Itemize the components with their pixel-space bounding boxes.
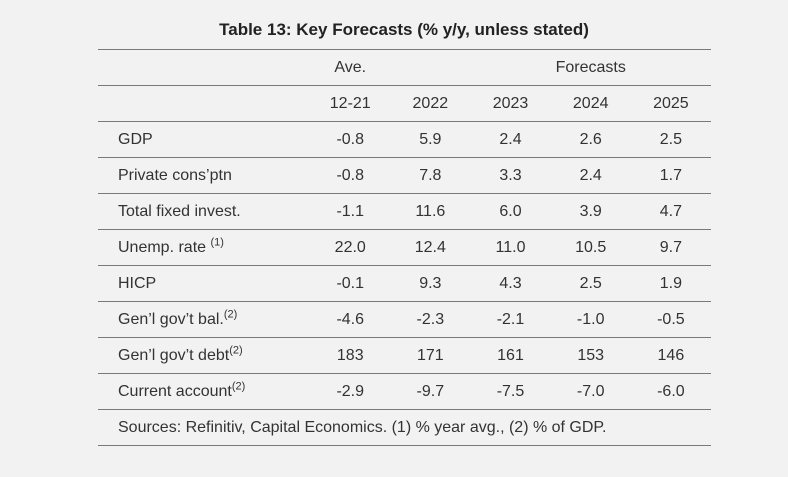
table-cell: -2.9 [310,373,391,410]
row-label-footnote-marker: (2) [229,344,243,357]
table-cell: 2.5 [630,121,711,158]
column-header-empty [98,85,311,122]
table-cell: 4.7 [630,193,711,230]
column-header-row: 12-21 2022 2023 2024 2025 [98,85,711,122]
table-row: GDP -0.8 5.9 2.4 2.6 2.5 [98,121,711,158]
row-label: Current account(2) [98,373,311,410]
table-cell: 161 [470,337,551,374]
footnote-row: Sources: Refinitiv, Capital Economics. (… [98,409,711,446]
table-cell: 2.6 [550,121,631,158]
table-cell: -2.1 [470,301,551,338]
table-cell: 2.5 [550,265,631,302]
table-cell: -7.5 [470,373,551,410]
row-label-footnote-marker: (2) [223,308,238,321]
row-label-text: Current account [118,382,232,400]
table-cell: 4.3 [470,265,551,302]
table-row: Gen’l gov’t bal.(2) -4.6 -2.3 -2.1 -1.0 -0.5 [98,301,711,338]
row-label: Gen’l gov’t debt(2) [98,337,311,374]
table-cell: 1.7 [630,157,711,194]
column-header: 2022 [390,85,471,122]
row-label-text: GDP [118,130,153,148]
table-cell: 3.9 [550,193,631,230]
table-cell: -6.0 [630,373,711,410]
table-row: HICP -0.1 9.3 4.3 2.5 1.9 [98,265,711,302]
table-cell: 2.4 [550,157,631,194]
table-cell: 11.0 [470,229,551,266]
column-header: 12-21 [310,85,391,122]
table-cell: -1.0 [550,301,631,338]
table-cell: -0.1 [310,265,391,302]
group-header-empty [98,49,311,86]
table-cell: 7.8 [390,157,471,194]
group-header-blank [390,49,471,86]
table-row: Private cons’ptn -0.8 7.8 3.3 2.4 1.7 [98,157,711,194]
column-header: 2025 [630,85,711,122]
column-header: 2023 [470,85,551,122]
table-cell: -0.5 [630,301,711,338]
row-label-text: HICP [118,274,157,292]
row-label-text: Total fixed invest. [118,202,241,220]
table-cell: -1.1 [310,193,391,230]
table-row: Gen’l gov’t debt(2) 183 171 161 153 146 [98,337,711,374]
table-row: Current account(2) -2.9 -9.7 -7.5 -7.0 -6.0 [98,373,711,410]
table-cell: 183 [310,337,391,374]
row-label-text: Private cons’ptn [118,166,232,184]
table-cell: 10.5 [550,229,631,266]
row-label-text: Gen’l gov’t debt [118,346,230,364]
group-header-row: Ave. Forecasts [98,49,711,86]
table-cell: 22.0 [310,229,391,266]
row-label-footnote-marker: (1) [210,236,224,249]
row-label-text: Unemp. rate [118,238,211,256]
group-header-ave: Ave. [310,49,391,86]
table-cell: 2.4 [470,121,551,158]
table-cell: 12.4 [390,229,471,266]
table-cell: 1.9 [630,265,711,302]
table-cell: 11.6 [390,193,471,230]
table-row: Unemp. rate (1) 22.0 12.4 11.0 10.5 9.7 [98,229,711,266]
row-label-footnote-marker: (2) [231,380,246,393]
table-cell: 9.3 [390,265,471,302]
row-label: GDP [98,121,311,158]
table-cell: 153 [550,337,631,374]
row-label: Total fixed invest. [98,193,311,230]
row-label: Unemp. rate (1) [98,229,311,266]
table-cell: 9.7 [630,229,711,266]
table-cell: -0.8 [310,157,391,194]
table-cell: 146 [630,337,711,374]
table-cell: 3.3 [470,157,551,194]
table-cell: 6.0 [470,193,551,230]
row-label: HICP [98,265,311,302]
table-cell: -0.8 [310,121,391,158]
table-row: Total fixed invest. -1.1 11.6 6.0 3.9 4.7 [98,193,711,230]
row-label-text: Gen’l gov’t bal. [118,310,224,328]
row-label: Private cons’ptn [98,157,311,194]
forecast-table: Ave. Forecasts 12-21 2022 2023 2024 2025… [98,49,711,446]
table-cell: -4.6 [310,301,391,338]
table-cell: -2.3 [390,301,471,338]
column-header: 2024 [550,85,631,122]
table-cell: 171 [390,337,471,374]
row-label: Gen’l gov’t bal.(2) [98,301,311,338]
table-cell: 5.9 [390,121,471,158]
group-header-forecasts: Forecasts [470,49,711,86]
table-cell: -9.7 [390,373,471,410]
table-footnote: Sources: Refinitiv, Capital Economics. (… [98,409,711,446]
table-title: Table 13: Key Forecasts (% y/y, unless s… [219,20,589,39]
table-cell: -7.0 [550,373,631,410]
